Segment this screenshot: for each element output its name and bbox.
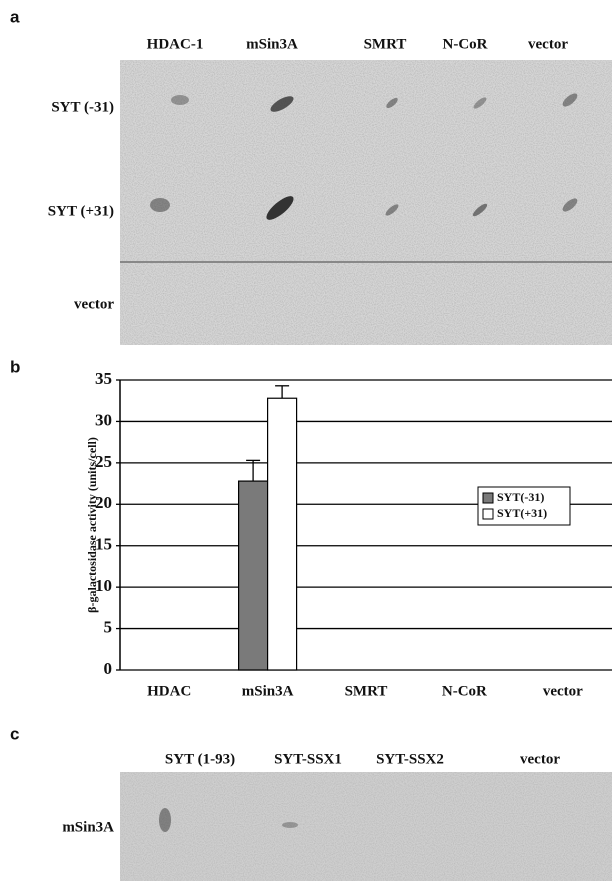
legend-swatch [482, 492, 494, 504]
column-label: SYT-SSX2 [376, 751, 444, 767]
y-tick-label: 5 [104, 617, 113, 636]
x-tick-label: N-CoR [442, 683, 487, 699]
row-label: vector [74, 296, 114, 312]
column-label: SMRT [364, 36, 407, 52]
row-label: mSin3A [62, 819, 114, 835]
chart: 0 5 10 15 20 25 30 35 HDAC mSin3A SMRT N-CoR vector S… [95, 369, 612, 699]
blot-spot [159, 808, 171, 832]
blot-texture [120, 60, 612, 345]
y-tick-label: 15 [95, 535, 112, 554]
column-label: SYT-SSX1 [274, 751, 342, 767]
column-label: vector [528, 36, 568, 52]
error-bar [275, 385, 290, 399]
x-tick-label: HDAC [147, 683, 191, 699]
y-tick-label: 30 [95, 410, 112, 429]
column-label: N-CoR [443, 36, 488, 52]
error-bar [246, 459, 261, 482]
column-label: vector [520, 751, 560, 767]
column-label: HDAC-1 [147, 36, 204, 52]
bar [238, 480, 269, 671]
y-tick-label: 25 [95, 452, 112, 471]
y-tick-label: 35 [95, 369, 112, 388]
column-label: mSin3A [246, 36, 298, 52]
y-tick-label: 0 [104, 659, 113, 678]
y-tick-label: 20 [95, 493, 112, 512]
x-tick-label: mSin3A [242, 683, 294, 699]
bar [267, 397, 298, 671]
panel-label: a [10, 7, 20, 26]
blot-spot [282, 822, 298, 828]
x-tick-label: vector [543, 683, 583, 699]
legend-label: SYT(-31) [497, 490, 544, 504]
panel-label: c [10, 724, 19, 743]
legend-label: SYT(+31) [497, 506, 547, 520]
y-axis-title: β-galactosidase activity (units/cell) [85, 437, 99, 613]
blot-spots [150, 93, 578, 220]
panel-label: b [10, 357, 20, 376]
x-tick-label: SMRT [345, 683, 388, 699]
row-label: SYT (+31) [48, 203, 114, 219]
blot-texture [120, 772, 612, 881]
legend-swatch [482, 508, 494, 520]
row-label: SYT (-31) [51, 99, 114, 115]
y-tick-label: 10 [95, 576, 112, 595]
column-label: SYT (1-93) [165, 751, 235, 767]
